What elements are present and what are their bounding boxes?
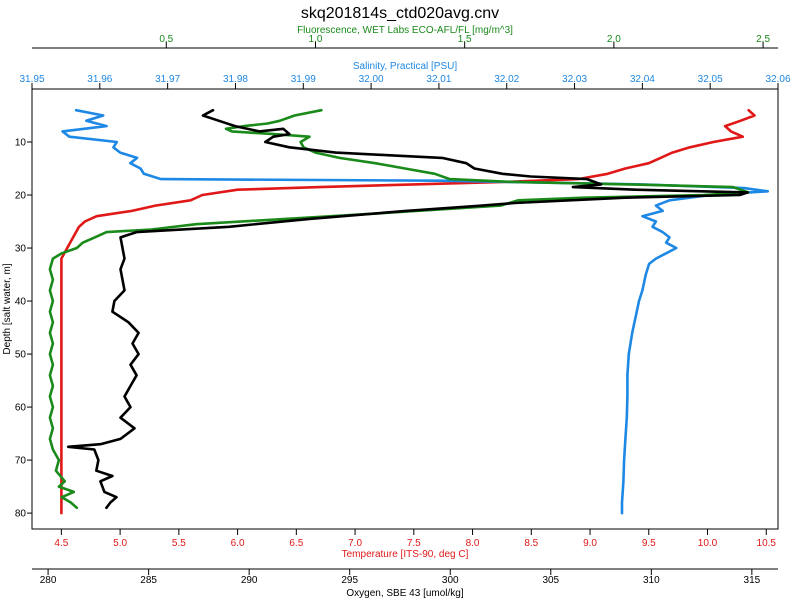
temperature-axis-title: Temperature [ITS-90, deg C] — [342, 549, 469, 560]
depth-tick-label: 80 — [15, 509, 27, 520]
temperature-tick-label: 5.0 — [113, 538, 127, 549]
temperature-tick-label: 10.5 — [757, 538, 777, 549]
salinity-series-line — [61, 108, 770, 515]
salinity-tick-label: 31.97 — [155, 74, 180, 85]
oxygen-tick-label: 285 — [140, 575, 157, 586]
temperature-axis: 4.5 5.0 5.5 6.0 6.5 7.0 7.5 8.0 8.5 9.0 9.5 10.0 10.… — [54, 529, 776, 560]
temperature-tick-label: 4.5 — [54, 538, 68, 549]
temperature-tick-label: 8.5 — [524, 538, 538, 549]
salinity-tick-label: 32.06 — [765, 74, 790, 85]
fluorescence-tick-label: 1.5 — [458, 34, 472, 45]
fluorescence-axis: Fluorescence, WET Labs ECO-AFL/FL [mg/m^… — [32, 25, 778, 49]
salinity-tick-label: 32.02 — [494, 74, 519, 85]
temperature-tick-label: 9.0 — [583, 538, 597, 549]
salinity-tick-label: 31.99 — [291, 74, 316, 85]
temperature-tick-label: 7.5 — [407, 538, 421, 549]
salinity-tick-label: 31.95 — [19, 74, 44, 85]
temperature-tick-label: 7.0 — [348, 538, 362, 549]
depth-axis: Depth [salt water, m] 10 20 30 40 50 60 70 80 — [2, 138, 32, 520]
salinity-tick-label: 32.01 — [426, 74, 451, 85]
oxygen-tick-label: 280 — [40, 575, 57, 586]
depth-tick-label: 50 — [15, 350, 27, 361]
oxygen-axis-title: Oxygen, SBE 43 [umol/kg] — [346, 588, 464, 599]
fluorescence-series-line — [48, 108, 750, 510]
series-layer — [48, 108, 770, 515]
salinity-tick-label: 31.96 — [87, 74, 112, 85]
salinity-tick-label: 31.98 — [223, 74, 248, 85]
temperature-tick-label: 5.5 — [172, 538, 186, 549]
temperature-axis-ticks: 4.5 5.0 5.5 6.0 6.5 7.0 7.5 8.0 8.5 9.0 9.5 10.0 10.… — [54, 529, 776, 549]
oxygen-tick-label: 310 — [643, 575, 660, 586]
temperature-series-line — [60, 108, 756, 515]
depth-tick-label: 60 — [15, 403, 27, 414]
fluorescence-tick-label: 2.5 — [756, 34, 770, 45]
fluorescence-axis-ticks: 0.5 1.0 1.5 2.0 2.5 — [159, 34, 770, 48]
salinity-tick-label: 32.05 — [698, 74, 723, 85]
oxygen-axis: 280 285 290 295 300 305 310 315 Oxygen, SBE 43 … — [32, 568, 778, 599]
fluorescence-tick-label: 0.5 — [159, 34, 173, 45]
oxygen-tick-label: 300 — [442, 575, 459, 586]
depth-axis-ticks: 10 20 30 40 50 60 70 80 — [15, 138, 32, 520]
fluorescence-tick-label: 1.0 — [309, 34, 323, 45]
depth-tick-label: 40 — [15, 297, 27, 308]
temperature-tick-label: 6.5 — [289, 538, 303, 549]
depth-tick-label: 30 — [15, 244, 27, 255]
temperature-tick-label: 8.0 — [466, 538, 480, 549]
salinity-axis: Salinity, Practical [PSU] 31.95 31.96 31.9… — [19, 61, 791, 89]
chart-title: skq201814s_ctd020avg.cnv — [301, 5, 499, 22]
depth-tick-label: 20 — [15, 191, 27, 202]
temperature-tick-label: 6.0 — [231, 538, 245, 549]
fluorescence-tick-label: 2.0 — [607, 34, 621, 45]
salinity-axis-title: Salinity, Practical [PSU] — [353, 61, 458, 72]
oxygen-tick-label: 295 — [341, 575, 358, 586]
oxygen-tick-label: 315 — [744, 575, 761, 586]
salinity-tick-label: 32.04 — [630, 74, 655, 85]
temperature-tick-label: 9.5 — [642, 538, 656, 549]
temperature-tick-label: 10.0 — [698, 538, 718, 549]
salinity-tick-label: 32.00 — [359, 74, 384, 85]
oxygen-tick-label: 290 — [241, 575, 258, 586]
oxygen-series-line — [66, 108, 750, 510]
fluorescence-axis-title: Fluorescence, WET Labs ECO-AFL/FL [mg/m^… — [297, 25, 513, 36]
depth-axis-title: Depth [salt water, m] — [2, 263, 13, 354]
oxygen-tick-label: 305 — [542, 575, 559, 586]
salinity-axis-ticks: 31.95 31.96 31.97 31.98 31.99 32.00 32.01 32.02… — [19, 74, 791, 89]
depth-tick-label: 70 — [15, 456, 27, 467]
depth-tick-label: 10 — [15, 138, 27, 149]
salinity-tick-label: 32.03 — [562, 74, 587, 85]
oxygen-axis-ticks: 280 285 290 295 300 305 310 315 — [40, 569, 761, 586]
